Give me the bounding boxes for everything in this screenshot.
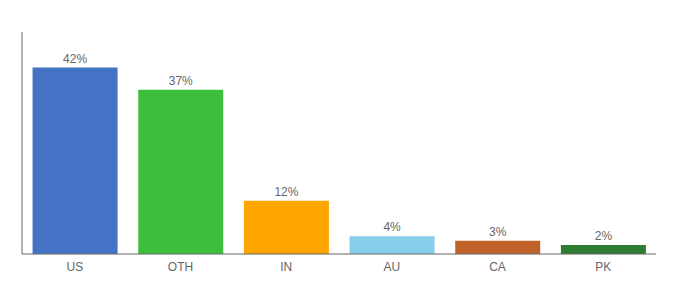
svg-text:42%: 42% (63, 52, 87, 66)
svg-text:37%: 37% (169, 74, 193, 88)
svg-text:US: US (66, 260, 83, 274)
svg-text:PK: PK (595, 260, 611, 274)
svg-text:3%: 3% (489, 225, 507, 239)
svg-text:CA: CA (489, 260, 506, 274)
svg-text:2%: 2% (595, 229, 613, 243)
svg-text:4%: 4% (383, 220, 401, 234)
svg-text:OTH: OTH (168, 260, 193, 274)
svg-text:AU: AU (383, 260, 400, 274)
svg-text:12%: 12% (274, 185, 298, 199)
svg-text:IN: IN (280, 260, 292, 274)
